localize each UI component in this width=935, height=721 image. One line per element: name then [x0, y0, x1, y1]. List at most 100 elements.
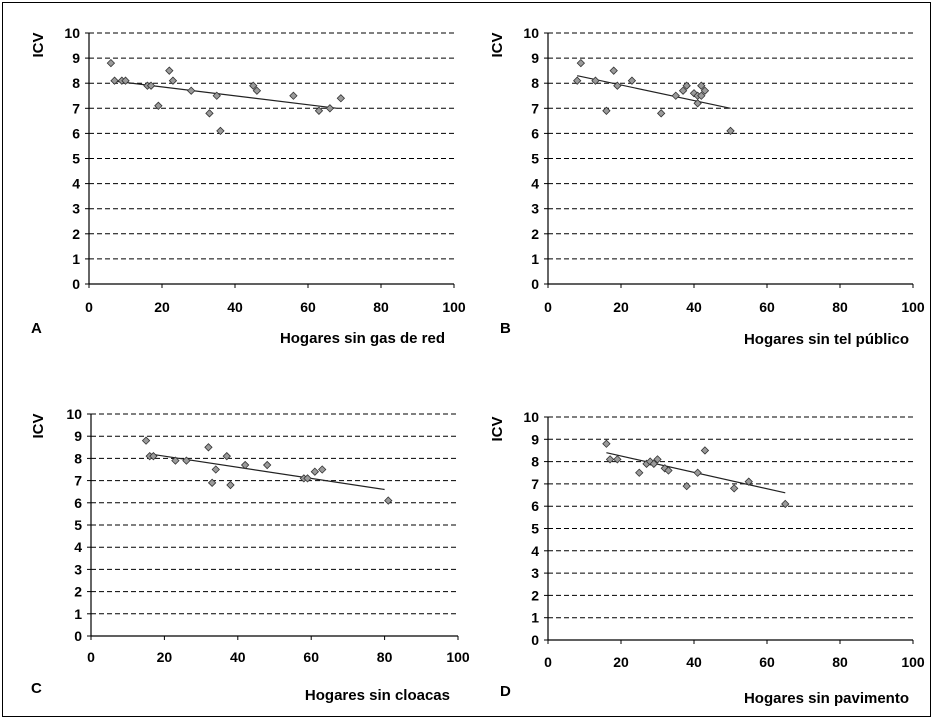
y-tick-label: 2	[72, 226, 80, 242]
x-tick-label: 80	[377, 649, 393, 665]
x-tick-label: 40	[227, 299, 243, 315]
data-point	[149, 452, 158, 461]
y-tick-label: 7	[74, 473, 82, 489]
data-point	[336, 94, 346, 103]
x-tick-label: 20	[154, 299, 170, 315]
data-point	[697, 91, 706, 100]
data-point	[303, 474, 312, 483]
x-tick-label: 60	[300, 299, 316, 315]
x-tick-label: 20	[613, 654, 629, 670]
y-tick-label: 2	[74, 584, 82, 600]
y-tick-label: 3	[531, 565, 539, 581]
data-point	[678, 86, 688, 95]
data-point	[656, 109, 666, 118]
data-point	[165, 66, 174, 75]
y-tick-label: 1	[72, 251, 80, 267]
y-tick-label: 9	[74, 428, 82, 444]
y-tick-label: 0	[531, 632, 539, 648]
data-point	[121, 76, 130, 85]
y-tick-label: 0	[72, 276, 80, 292]
data-point	[106, 58, 116, 68]
data-point	[613, 81, 622, 90]
data-point	[649, 459, 659, 468]
data-point	[310, 467, 320, 476]
y-tick-label: 6	[531, 125, 539, 141]
data-point	[141, 436, 151, 445]
y-tick-label: 8	[74, 450, 82, 466]
x-tick-label: 80	[832, 654, 848, 670]
x-axis-label: Hogares sin gas de red	[280, 330, 445, 347]
y-tick-label: 8	[531, 454, 539, 470]
x-tick-label: 0	[544, 654, 552, 670]
trendline	[577, 75, 731, 109]
x-tick-label: 20	[613, 299, 629, 315]
y-tick-label: 1	[531, 610, 539, 626]
data-point	[682, 481, 691, 491]
y-tick-label: 3	[531, 201, 539, 217]
data-point	[653, 455, 662, 464]
data-point	[168, 76, 178, 85]
panel-label: B	[500, 320, 511, 337]
data-point	[314, 106, 324, 115]
x-tick-label: 0	[85, 299, 93, 315]
data-point	[635, 468, 644, 477]
y-tick-label: 10	[523, 409, 539, 425]
panel-label: A	[31, 320, 42, 337]
data-point	[182, 456, 191, 465]
data-point	[146, 81, 156, 90]
data-point	[693, 468, 702, 477]
data-point	[729, 484, 739, 493]
x-tick-label: 0	[87, 649, 95, 665]
y-tick-label: 7	[531, 100, 539, 116]
y-axis-label: ICV	[30, 413, 47, 438]
data-point	[700, 86, 710, 95]
data-point	[240, 460, 250, 470]
x-tick-label: 100	[446, 649, 470, 665]
y-tick-label: 6	[74, 495, 82, 511]
x-tick-label: 60	[759, 654, 775, 670]
data-point	[222, 452, 231, 461]
data-point	[693, 99, 702, 108]
data-point	[671, 91, 680, 100]
data-point	[609, 66, 618, 75]
data-point	[110, 76, 119, 85]
data-point	[204, 443, 213, 452]
y-tick-label: 9	[72, 50, 80, 66]
y-tick-label: 9	[531, 431, 539, 447]
data-point	[697, 81, 706, 90]
data-point	[682, 81, 691, 90]
data-point	[646, 457, 655, 466]
data-point	[613, 455, 622, 464]
x-axis-label: Hogares sin tel público	[744, 331, 909, 348]
data-point	[216, 126, 225, 136]
data-point	[605, 455, 615, 464]
y-tick-label: 6	[531, 498, 539, 514]
data-point	[664, 466, 673, 475]
y-tick-label: 10	[66, 406, 82, 422]
y-tick-label: 10	[523, 25, 539, 41]
data-point	[262, 460, 272, 470]
x-tick-label: 40	[686, 654, 702, 670]
y-tick-label: 4	[531, 176, 539, 192]
x-tick-label: 100	[901, 299, 925, 315]
x-tick-label: 60	[759, 299, 775, 315]
panel-label: C	[31, 680, 42, 697]
y-tick-label: 2	[531, 587, 539, 603]
y-tick-label: 1	[74, 606, 82, 622]
data-point	[211, 465, 220, 474]
data-point	[384, 496, 393, 505]
y-tick-label: 5	[72, 151, 80, 167]
x-tick-label: 20	[157, 649, 173, 665]
y-tick-label: 8	[72, 75, 80, 91]
y-tick-label: 4	[531, 543, 539, 559]
x-tick-label: 40	[686, 299, 702, 315]
x-tick-label: 100	[901, 654, 925, 670]
y-tick-label: 10	[64, 25, 80, 41]
data-point	[171, 456, 180, 465]
y-tick-label: 1	[531, 251, 539, 267]
